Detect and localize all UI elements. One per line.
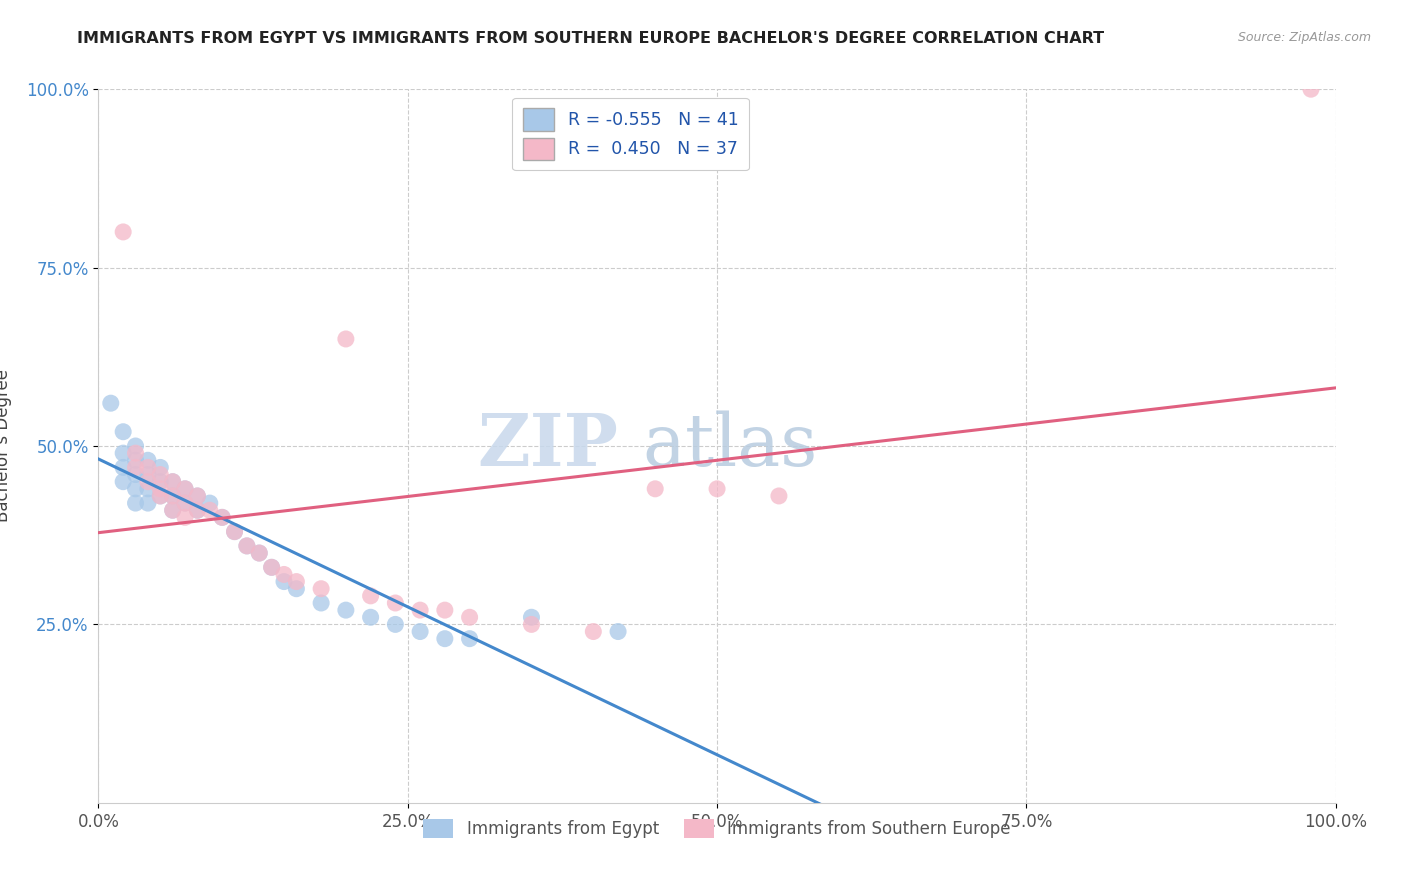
Point xyxy=(149,460,172,475)
Point xyxy=(260,560,283,574)
Point xyxy=(186,503,208,517)
Point xyxy=(124,446,146,460)
Point xyxy=(186,489,208,503)
Point xyxy=(309,596,332,610)
Text: IMMIGRANTS FROM EGYPT VS IMMIGRANTS FROM SOUTHERN EUROPE BACHELOR'S DEGREE CORRE: IMMIGRANTS FROM EGYPT VS IMMIGRANTS FROM… xyxy=(77,31,1105,46)
Point xyxy=(124,453,146,467)
Point xyxy=(236,539,259,553)
Point xyxy=(124,482,146,496)
Point xyxy=(136,496,159,510)
Point xyxy=(224,524,246,539)
Point xyxy=(273,567,295,582)
Point xyxy=(458,610,481,624)
Point xyxy=(124,467,146,482)
Point xyxy=(433,632,456,646)
Point xyxy=(360,610,382,624)
Point xyxy=(768,489,790,503)
Point xyxy=(186,489,208,503)
Point xyxy=(100,396,122,410)
Point xyxy=(1299,82,1322,96)
Point xyxy=(360,589,382,603)
Point xyxy=(520,610,543,624)
Point xyxy=(273,574,295,589)
Point xyxy=(112,460,135,475)
Point xyxy=(644,482,666,496)
Point xyxy=(136,453,159,467)
Point xyxy=(162,475,184,489)
Text: ZIP: ZIP xyxy=(477,410,619,482)
Point xyxy=(335,603,357,617)
Point xyxy=(174,510,197,524)
Point xyxy=(706,482,728,496)
Point xyxy=(112,475,135,489)
Point xyxy=(112,446,135,460)
Point xyxy=(174,496,197,510)
Point xyxy=(136,475,159,489)
Point xyxy=(247,546,270,560)
Point xyxy=(409,624,432,639)
Y-axis label: Bachelor’s Degree: Bachelor’s Degree xyxy=(0,369,11,523)
Point xyxy=(211,510,233,524)
Legend: Immigrants from Egypt, Immigrants from Southern Europe: Immigrants from Egypt, Immigrants from S… xyxy=(416,812,1018,845)
Point xyxy=(162,489,184,503)
Point xyxy=(224,524,246,539)
Point xyxy=(136,467,159,482)
Point xyxy=(198,496,221,510)
Text: Source: ZipAtlas.com: Source: ZipAtlas.com xyxy=(1237,31,1371,45)
Point xyxy=(186,503,208,517)
Text: atlas: atlas xyxy=(643,410,818,482)
Point xyxy=(124,439,146,453)
Point xyxy=(149,467,172,482)
Point xyxy=(149,489,172,503)
Point xyxy=(198,503,221,517)
Point xyxy=(112,225,135,239)
Point xyxy=(458,632,481,646)
Point xyxy=(335,332,357,346)
Point xyxy=(124,460,146,475)
Point xyxy=(174,482,197,496)
Point xyxy=(260,560,283,574)
Point xyxy=(149,482,172,496)
Point xyxy=(409,603,432,617)
Point xyxy=(520,617,543,632)
Point xyxy=(162,503,184,517)
Point xyxy=(112,425,135,439)
Point xyxy=(149,489,172,503)
Point xyxy=(309,582,332,596)
Point xyxy=(174,482,197,496)
Point xyxy=(149,475,172,489)
Point xyxy=(384,617,406,632)
Point xyxy=(162,489,184,503)
Point xyxy=(162,503,184,517)
Point xyxy=(285,574,308,589)
Point xyxy=(247,546,270,560)
Point xyxy=(582,624,605,639)
Point xyxy=(124,496,146,510)
Point xyxy=(607,624,630,639)
Point xyxy=(433,603,456,617)
Point xyxy=(384,596,406,610)
Point xyxy=(236,539,259,553)
Point xyxy=(285,582,308,596)
Point xyxy=(136,482,159,496)
Point xyxy=(162,475,184,489)
Point xyxy=(174,496,197,510)
Point xyxy=(211,510,233,524)
Point xyxy=(136,460,159,475)
